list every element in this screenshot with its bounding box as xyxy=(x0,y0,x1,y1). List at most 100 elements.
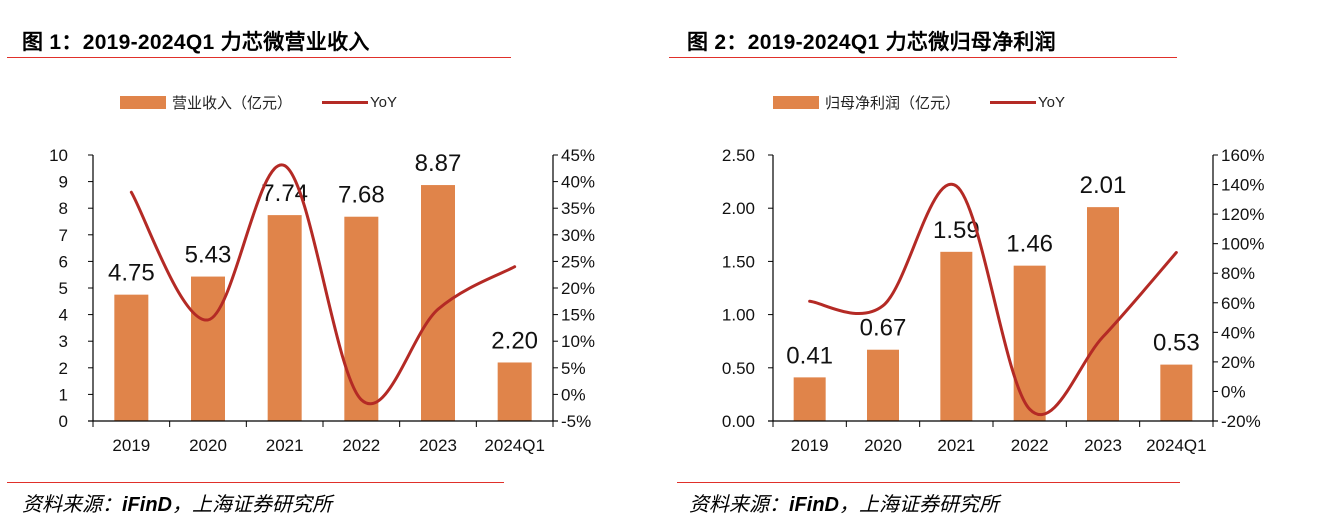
right-tick-label: 120% xyxy=(1221,205,1264,224)
right-tick-label: 20% xyxy=(561,279,595,298)
bar-2021 xyxy=(267,215,302,421)
source-note: 资料来源：iFinD，上海证券研究所 xyxy=(689,488,999,517)
data-label-2022: 7.68 xyxy=(338,182,385,209)
yoy-line xyxy=(808,182,1178,417)
x-tick-label: 2019 xyxy=(791,436,829,455)
figure-title: 图 2：2019-2024Q1 力芯微归母净利润 xyxy=(687,31,1056,54)
x-tick-label: 2021 xyxy=(937,436,975,455)
right-tick-label: 100% xyxy=(1221,235,1264,254)
data-label-2024Q1: 0.53 xyxy=(1153,330,1200,357)
left-tick-label: 0.50 xyxy=(722,359,755,378)
bar-2020 xyxy=(191,276,225,421)
legend-line-swatch xyxy=(990,100,1037,104)
right-tick-label: 5% xyxy=(561,359,586,378)
left-tick-label: 0 xyxy=(59,412,68,431)
left-tick-label: 0.00 xyxy=(722,412,755,431)
bar-2023 xyxy=(421,185,455,421)
source-bold: iFinD xyxy=(789,494,839,516)
right-tick-label: -20% xyxy=(1221,412,1261,431)
bar-2024Q1 xyxy=(1160,364,1193,421)
bar-2024Q1 xyxy=(497,362,532,421)
left-tick-label: 6 xyxy=(59,252,68,271)
legend-bar-swatch xyxy=(773,95,819,109)
data-label-2019: 0.41 xyxy=(786,342,833,369)
data-label-2021: 1.59 xyxy=(933,217,980,244)
data-label-2024Q1: 2.20 xyxy=(491,327,538,354)
x-tick-label: 2023 xyxy=(1084,436,1122,455)
chart-legend: 营业收入（亿元） YoY xyxy=(120,92,397,112)
source-prefix: 资料来源： xyxy=(689,494,789,516)
data-label-2022: 1.46 xyxy=(1006,231,1053,258)
right-tick-label: 0% xyxy=(561,385,586,404)
left-tick-label: 1.00 xyxy=(722,306,755,325)
data-label-2023: 2.01 xyxy=(1080,172,1127,199)
net-profit-chart: 0.41 0.67 1.59 1.46 2.01 0.53 0.00 0.50 1.00 1.50… xyxy=(722,146,1265,455)
x-tick-label: 2021 xyxy=(266,436,304,455)
data-label-2019: 4.75 xyxy=(108,260,155,287)
data-label-2020: 0.67 xyxy=(860,315,907,342)
x-tick-label: 2024Q1 xyxy=(1146,436,1207,455)
x-tick-label: 2022 xyxy=(342,436,380,455)
right-tick-label: 160% xyxy=(1221,146,1264,165)
right-tick-label: 35% xyxy=(561,199,595,218)
revenue-chart: 4.755.437.74 7.688.872.20012345678910-5%0… xyxy=(49,146,595,455)
left-tick-label: 4 xyxy=(59,306,68,325)
right-tick-label: 140% xyxy=(1221,176,1264,195)
source-suffix: ，上海证券研究所 xyxy=(839,494,999,516)
source-bold: iFinD xyxy=(122,494,172,516)
left-tick-label: 3 xyxy=(59,332,68,351)
bar-2023 xyxy=(1087,207,1119,421)
legend-bar-label: 营业收入（亿元） xyxy=(172,94,293,112)
right-tick-label: 30% xyxy=(561,226,595,245)
right-tick-label: 40% xyxy=(561,173,595,192)
right-tick-label: 45% xyxy=(561,146,595,165)
legend-bar-label: 归母净利润（亿元） xyxy=(825,94,961,112)
bar-2019 xyxy=(793,377,826,421)
right-tick-label: 60% xyxy=(1221,294,1255,313)
right-tick-label: 80% xyxy=(1221,264,1255,283)
left-tick-label: 8 xyxy=(59,199,68,218)
title-divider xyxy=(7,57,511,58)
right-tick-label: 0% xyxy=(1221,382,1246,401)
left-tick-label: 10 xyxy=(49,146,68,165)
legend-line-label: YoY xyxy=(370,93,397,111)
bar-2022 xyxy=(344,216,379,421)
left-tick-label: 2 xyxy=(59,359,68,378)
figure-title: 图 1：2019-2024Q1 力芯微营业收入 xyxy=(22,31,370,54)
source-prefix: 资料来源： xyxy=(22,494,122,516)
bar-2020 xyxy=(867,349,899,421)
x-tick-label: 2023 xyxy=(419,436,457,455)
left-tick-label: 1.50 xyxy=(722,252,755,271)
legend-line-label: YoY xyxy=(1038,93,1065,111)
data-label-2023: 8.87 xyxy=(415,150,462,177)
x-tick-label: 2024Q1 xyxy=(484,436,545,455)
left-tick-label: 7 xyxy=(59,226,68,245)
figure-2-panel: 图 2：2019-2024Q1 力芯微归母净利润 归母净利润（亿元） YoY 0… xyxy=(669,0,1338,530)
right-tick-label: 10% xyxy=(561,332,595,351)
right-tick-label: 40% xyxy=(1221,323,1255,342)
source-suffix: ，上海证券研究所 xyxy=(172,494,332,516)
legend-bar-swatch xyxy=(120,95,166,109)
right-tick-label: 15% xyxy=(561,306,595,325)
data-label-2020: 5.43 xyxy=(185,242,232,269)
x-tick-label: 2020 xyxy=(189,436,227,455)
yoy-line xyxy=(129,163,517,405)
x-tick-label: 2019 xyxy=(112,436,150,455)
x-tick-label: 2020 xyxy=(864,436,902,455)
left-tick-label: 5 xyxy=(59,279,68,298)
bar-2019 xyxy=(114,294,149,421)
source-divider xyxy=(7,482,504,483)
right-tick-label: 25% xyxy=(561,252,595,271)
source-divider xyxy=(677,482,1180,483)
chart-legend: 归母净利润（亿元） YoY xyxy=(773,92,1065,112)
bar-2021 xyxy=(940,251,973,421)
left-tick-label: 9 xyxy=(59,173,68,192)
right-tick-label: 20% xyxy=(1221,353,1255,372)
bar-2022 xyxy=(1013,265,1046,421)
left-tick-label: 2.00 xyxy=(722,199,755,218)
x-tick-label: 2022 xyxy=(1011,436,1049,455)
right-tick-label: -5% xyxy=(561,412,591,431)
figure-1-panel: 图 1：2019-2024Q1 力芯微营业收入 营业收入（亿元） YoY 4.7… xyxy=(7,31,595,516)
legend-line-swatch xyxy=(322,100,369,104)
title-divider xyxy=(669,57,1177,58)
